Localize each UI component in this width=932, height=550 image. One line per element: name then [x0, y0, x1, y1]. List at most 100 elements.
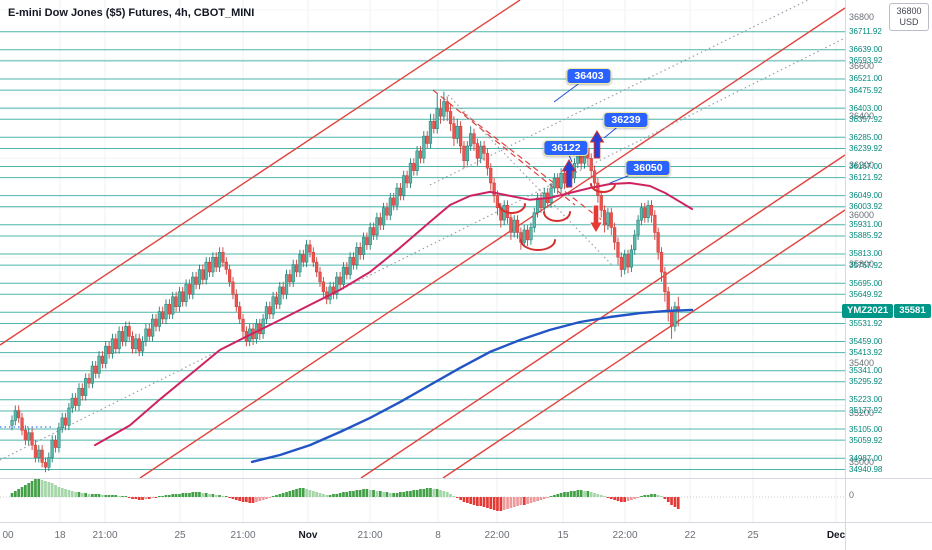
candle-body: [171, 296, 175, 315]
histogram-bar: [158, 496, 161, 497]
histogram-bar: [10, 493, 14, 497]
histogram-bar: [355, 490, 359, 497]
candle-body: [392, 197, 396, 206]
trendline-dotted[interactable]: [0, 37, 846, 461]
histogram-bar: [124, 496, 128, 497]
histogram-bar: [342, 492, 345, 497]
time-axis-label: 18: [54, 530, 66, 541]
candle-body: [402, 175, 406, 196]
candle-body: [435, 108, 439, 129]
histogram-bar: [37, 479, 41, 497]
price-level-label: 35885.92: [849, 231, 883, 241]
histogram-bar: [50, 483, 54, 497]
histogram-bar: [278, 494, 282, 497]
price-callout[interactable]: 36050: [625, 160, 671, 176]
trendline-solid[interactable]: [139, 7, 846, 479]
candle-body: [368, 227, 372, 246]
histogram-bar: [479, 497, 483, 506]
price-callout[interactable]: 36239: [603, 112, 649, 128]
candle-body: [228, 269, 232, 283]
time-axis-label: 8: [435, 530, 441, 541]
candle-body: [284, 274, 289, 295]
histogram-bar: [640, 496, 643, 497]
candle-body: [137, 338, 141, 352]
candle-body: [10, 420, 14, 426]
time-axis-label: 00: [2, 530, 14, 541]
price-level-label: 35341.00: [849, 366, 883, 376]
trendline-dashed[interactable]: [461, 111, 613, 229]
time-axis[interactable]: 00 18 21:00 25 21:00 Nov 21:00 8 22:00 15 22:00 22 2…: [0, 523, 845, 550]
candle-body: [438, 108, 443, 117]
histogram-bar: [184, 493, 188, 497]
trendline-solid[interactable]: [360, 154, 846, 479]
histogram-bar: [606, 497, 610, 498]
candle-body: [532, 212, 536, 228]
candle-body: [666, 291, 670, 312]
arc-annotation[interactable]: [590, 183, 616, 193]
price-callout[interactable]: 36122: [543, 140, 589, 156]
candle-body: [154, 318, 158, 327]
candle-body: [562, 172, 567, 184]
price-level-label: 36239.92: [849, 143, 883, 153]
trendline-dotted[interactable]: [447, 94, 613, 266]
arc-annotation[interactable]: [543, 211, 571, 222]
histogram-bar: [312, 491, 315, 497]
histogram-bar: [596, 494, 600, 497]
price-callout[interactable]: 36403: [566, 68, 612, 84]
down-arrow-annotation[interactable]: [588, 204, 604, 234]
candle-body: [669, 311, 674, 327]
slow-ma-line[interactable]: [250, 308, 694, 464]
candle-body: [616, 242, 620, 258]
candle-body: [613, 227, 617, 243]
candle-body: [147, 328, 151, 337]
candle-body: [388, 197, 392, 216]
candle-body: [53, 439, 58, 448]
histogram-bar: [318, 493, 322, 497]
contract-badge[interactable]: YMZ2021: [842, 304, 894, 318]
trendline-dotted[interactable]: [429, 0, 845, 186]
histogram-bar: [539, 497, 543, 500]
arc-annotation[interactable]: [498, 203, 526, 214]
price-level-label: 36475.92: [849, 85, 883, 95]
histogram-bar: [30, 481, 34, 497]
up-arrow-annotation[interactable]: [589, 130, 605, 159]
arc-annotation[interactable]: [520, 239, 556, 251]
histogram-bar: [489, 497, 493, 509]
histogram-bar: [94, 494, 98, 497]
candle-body: [371, 227, 376, 236]
candle-body: [241, 318, 245, 332]
histogram-bar: [81, 493, 84, 497]
histogram-bar: [91, 494, 94, 497]
candle-body: [157, 311, 161, 327]
time-axis-label: 21:00: [357, 530, 383, 541]
time-axis-label: 25: [747, 530, 759, 541]
candle-body: [191, 276, 195, 295]
trendline-solid[interactable]: [0, 0, 521, 346]
histogram-bar: [559, 493, 563, 497]
candle-body: [432, 120, 436, 129]
candle-body: [140, 340, 145, 352]
price-axis-tick: 36600: [849, 61, 875, 72]
candle-body: [40, 449, 44, 463]
candle-body: [623, 254, 627, 270]
histogram-bar: [630, 497, 633, 500]
fast-ma-line[interactable]: [94, 182, 693, 447]
candle-body: [177, 291, 182, 307]
up-arrow-annotation[interactable]: [561, 159, 577, 188]
candle-body: [124, 326, 128, 342]
histogram-bar: [472, 497, 476, 505]
histogram-bar: [372, 490, 375, 497]
candle-body: [556, 177, 560, 189]
candle-body: [37, 449, 41, 458]
trendline-solid[interactable]: [442, 209, 846, 479]
candle-body: [70, 397, 74, 409]
price-axis[interactable]: 36800 USD 36800 36600 36400 36200 36000 35800…: [842, 0, 932, 550]
candle-body: [649, 205, 654, 216]
histogram-bar: [285, 492, 288, 497]
price-level-label: 35649.92: [849, 289, 883, 299]
candle-body: [395, 187, 399, 206]
histogram-bar: [449, 494, 452, 497]
price-level-label: 35223.00: [849, 395, 883, 405]
candle-body: [291, 264, 295, 283]
